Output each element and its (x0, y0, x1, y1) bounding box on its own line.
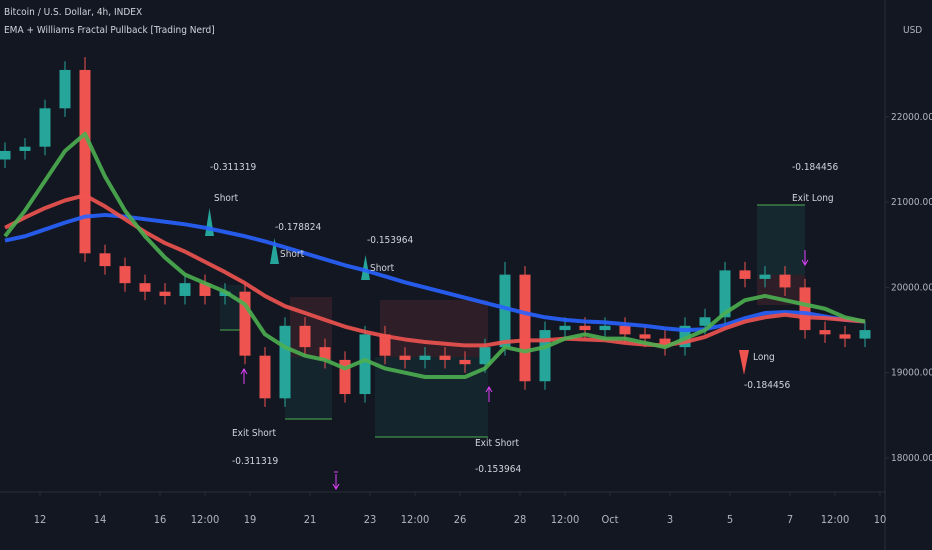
x-tick-label: 5 (727, 513, 733, 526)
long-signal (739, 350, 749, 375)
candle-body (599, 325, 611, 331)
candle-body (59, 69, 71, 109)
candle-body (739, 270, 751, 279)
candle-body (659, 338, 671, 348)
x-tick-label: 10 (874, 513, 887, 526)
y-tick-label: 21000.00 (891, 197, 932, 208)
y-tick-label: 18000.00 (891, 453, 932, 464)
signal-label: -0.184456 (744, 380, 790, 391)
trade-zone (757, 205, 805, 275)
chart-subtitle: EMA + Williams Fractal Pullback [Trading… (4, 25, 215, 36)
short-signal (270, 238, 279, 264)
ema-line (3, 131, 866, 379)
candle-body (319, 347, 331, 360)
signal-label: -0.153964 (367, 235, 413, 246)
trade-zone (285, 357, 332, 419)
x-tick-label: Oct (601, 513, 618, 526)
signal-label: Exit Short (475, 438, 520, 449)
x-tick-label: 16 (154, 513, 167, 526)
candle-body (839, 334, 851, 339)
trade-zone (380, 300, 488, 357)
candle-body (239, 291, 251, 356)
candle-body (539, 330, 551, 382)
candle-body (0, 150, 11, 160)
candle-body (439, 355, 451, 360)
signal-label: -0.178824 (275, 222, 321, 233)
ema-line (4, 193, 866, 348)
candle-body (299, 325, 311, 348)
candle-body (799, 287, 811, 331)
signal-label: Exit Long (792, 193, 834, 204)
candle-body (579, 325, 591, 331)
signal-label: -0.311319 (232, 456, 278, 467)
exit-marker (332, 471, 340, 490)
x-tick-label: 3 (667, 513, 673, 526)
candle-body (259, 355, 271, 399)
x-tick-label: 12:00 (551, 513, 580, 526)
signal-label: Short (214, 193, 239, 204)
x-tick-label: 7 (787, 513, 793, 526)
ema-line (4, 212, 866, 333)
x-tick-label: 14 (94, 513, 107, 526)
candle-body (419, 355, 431, 360)
exit-marker (801, 250, 809, 266)
candle-body (379, 334, 391, 356)
candle-body (499, 274, 511, 348)
x-tick-label: 12 (34, 513, 47, 526)
x-tick-label: 28 (514, 513, 527, 526)
candle-body (819, 330, 831, 335)
candle-body (779, 274, 791, 288)
signal-label: Long (753, 352, 775, 363)
candle-body (459, 359, 471, 365)
candle-body (699, 317, 711, 326)
candle-body (279, 325, 291, 399)
y-tick-label: 20000.00 (891, 282, 932, 293)
candle-body (359, 334, 371, 395)
signal-label: -0.153964 (475, 464, 521, 475)
chart-title: Bitcoin / U.S. Dollar, 4h, INDEX (4, 7, 142, 18)
candle-body (19, 146, 31, 151)
candle-body (719, 270, 731, 318)
x-tick-label: 26 (454, 513, 467, 526)
candle-body (119, 266, 131, 284)
candle-body (859, 330, 871, 339)
candle-body (159, 291, 171, 296)
signal-label: Exit Short (232, 428, 277, 439)
candle-body (179, 283, 191, 296)
candle-body (559, 325, 571, 331)
candle-body (139, 283, 151, 292)
candle-body (479, 347, 491, 365)
candle-body (619, 325, 631, 335)
candle-body (759, 274, 771, 279)
short-signal (361, 255, 370, 280)
x-tick-label: 12:00 (821, 513, 850, 526)
signal-label: Short (370, 263, 395, 274)
candle-body (199, 283, 211, 296)
candle-body (79, 69, 91, 254)
signal-label: Short (280, 249, 305, 260)
exit-marker (240, 368, 248, 384)
signal-label: -0.184456 (792, 162, 838, 173)
exit-marker (485, 386, 493, 402)
y-tick-label: 19000.00 (891, 368, 932, 379)
candle-body (339, 359, 351, 395)
y-tick-label: 22000.00 (891, 112, 932, 123)
x-tick-label: 21 (304, 513, 317, 526)
candle-body (519, 274, 531, 382)
signal-label: -0.311319 (210, 162, 256, 173)
candle-body (99, 253, 111, 267)
x-tick-label: 19 (244, 513, 257, 526)
y-axis-label: USD (903, 25, 922, 36)
x-tick-label: 12:00 (401, 513, 430, 526)
x-tick-label: 12:00 (191, 513, 220, 526)
candle-body (639, 334, 651, 339)
candle-body (39, 108, 51, 147)
candle-body (399, 355, 411, 360)
x-tick-label: 23 (364, 513, 377, 526)
